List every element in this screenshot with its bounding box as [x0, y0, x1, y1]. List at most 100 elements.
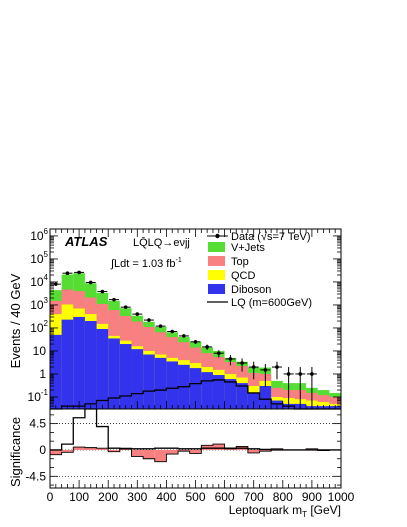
- bar-diboson: [201, 372, 213, 409]
- legend-label-lq: LQ (m=600GeV): [231, 297, 312, 309]
- y-tick-label: 10-1: [28, 388, 49, 404]
- significance-signal-line: [50, 408, 341, 451]
- x-tick-label: 200: [98, 490, 118, 504]
- bar-diboson: [236, 383, 248, 409]
- luminosity-label: ∫Ldt = 1.03 fb-1: [110, 257, 182, 270]
- x-tick-label: 400: [156, 490, 176, 504]
- legend-data-marker: [215, 233, 220, 239]
- data-point: [251, 365, 256, 369]
- data-point: [100, 289, 105, 294]
- bar-diboson: [143, 354, 155, 409]
- y-tick-label: 10: [33, 344, 47, 358]
- data-point: [263, 368, 268, 372]
- data-point: [135, 312, 140, 316]
- legend-label-diboson: Diboson: [231, 284, 271, 296]
- x-tick-label: 600: [215, 490, 235, 504]
- significance-data-bar: [166, 449, 179, 455]
- data-point: [88, 280, 93, 285]
- significance-data-bar: [96, 448, 109, 450]
- data-point: [147, 318, 151, 322]
- x-tick-label: 500: [185, 490, 205, 504]
- data-point: [123, 305, 128, 309]
- data-point: [205, 345, 209, 349]
- channel-label: LQ̄LQ→eνjj: [133, 236, 190, 249]
- bar-diboson: [131, 349, 144, 409]
- significance-data-bar: [61, 449, 74, 453]
- bar-diboson: [271, 400, 283, 409]
- significance-data-bar: [178, 449, 190, 452]
- data-point: [240, 361, 244, 365]
- significance-x-axis: 0 100 200 300 400 500 600 700 800 900 1000: [47, 480, 355, 504]
- legend-swatch-diboson: [208, 284, 225, 294]
- significance-signal-histogram: [50, 408, 341, 451]
- y-tick-label: 103: [30, 296, 48, 312]
- x-tick-label: 0: [47, 490, 54, 504]
- y-tick-label: 104: [30, 273, 48, 289]
- data-points: [50, 270, 317, 409]
- significance-data-bar: [143, 449, 155, 459]
- sig-y-tick-label: 0: [39, 443, 46, 457]
- bar-diboson: [108, 338, 120, 409]
- x-tick-label: 1000: [328, 490, 355, 504]
- y-tick-label: 105: [30, 250, 48, 266]
- data-point: [77, 270, 81, 275]
- data-point: [170, 329, 175, 334]
- bar-diboson: [154, 357, 167, 409]
- significance-data-bar: [73, 447, 85, 450]
- legend: Data (√s=7 TeV) V+Jets Top QCD Diboson L…: [207, 231, 312, 309]
- x-tick-label: 300: [127, 490, 147, 504]
- bar-diboson: [119, 344, 132, 409]
- bar-diboson: [189, 368, 202, 409]
- bar-diboson: [73, 316, 85, 409]
- data-point: [216, 351, 221, 355]
- significance-y-axis: -4.5 0 4.5: [25, 414, 341, 486]
- x-tick-label: 100: [69, 490, 89, 504]
- luminosity-text: ∫Ldt = 1.03 fb: [110, 258, 175, 270]
- main-x-ticks: [49, 229, 342, 409]
- stacked-background-bars: [50, 273, 341, 409]
- significance-data-bar: [259, 449, 272, 452]
- significance-data-bar: [131, 449, 144, 457]
- data-point: [182, 334, 186, 338]
- legend-label-vjets: V+Jets: [231, 242, 265, 254]
- bar-diboson: [259, 385, 272, 409]
- y-tick-label: 102: [30, 319, 48, 335]
- data-point: [65, 271, 70, 275]
- significance-y-title: Significance: [8, 417, 23, 487]
- data-point: [112, 297, 116, 302]
- bar-diboson: [166, 361, 179, 409]
- x-tick-label: 900: [302, 490, 322, 504]
- significance-data-bars: [50, 443, 341, 463]
- bar-diboson: [224, 379, 237, 409]
- significance-data-bar: [189, 449, 202, 454]
- significance-data-bar: [84, 447, 97, 450]
- significance-data-bar: [212, 444, 225, 450]
- luminosity-exponent: -1: [175, 257, 181, 264]
- bar-diboson: [247, 392, 260, 409]
- data-point: [286, 372, 291, 376]
- lq-signal-histogram: [50, 379, 341, 410]
- significance-data-bar: [50, 449, 62, 455]
- significance-data-bar: [247, 449, 260, 453]
- significance-data-bar: [224, 448, 237, 450]
- bar-diboson: [50, 334, 62, 409]
- bar-diboson: [84, 321, 97, 409]
- data-point: [310, 372, 314, 376]
- data-point: [54, 282, 58, 286]
- data-point: [298, 372, 303, 376]
- legend-swatch-qcd: [208, 270, 225, 280]
- x-tick-label: 700: [244, 490, 264, 504]
- y-axis-title: Events / 40 GeV: [8, 273, 23, 368]
- data-point: [228, 357, 233, 361]
- bar-diboson: [61, 319, 74, 409]
- significance-data-bar: [154, 449, 167, 462]
- lq-signal-line: [50, 379, 341, 410]
- significance-data-bar: [108, 449, 120, 452]
- legend-swatch-top: [208, 256, 225, 266]
- main-y-axis: 10-1 1 10 102 103 104 105 106: [28, 227, 341, 410]
- sig-y-tick-label: -4.5: [25, 469, 46, 483]
- legend-label-top: Top: [231, 256, 249, 268]
- bar-diboson: [96, 329, 109, 409]
- legend-label-qcd: QCD: [231, 270, 256, 282]
